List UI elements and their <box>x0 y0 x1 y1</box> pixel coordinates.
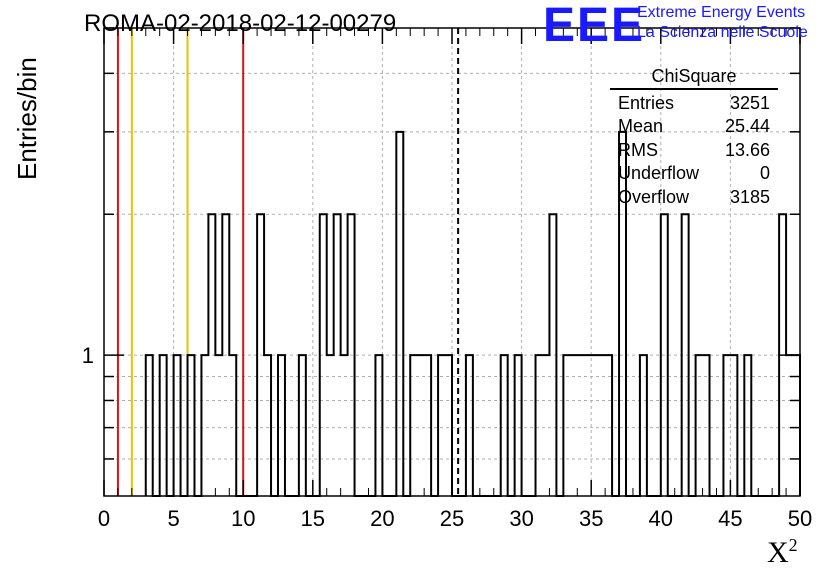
histogram-bin <box>174 355 181 496</box>
histogram-bin <box>146 355 153 496</box>
stats-value: 3251 <box>729 93 770 113</box>
histogram-bin <box>201 355 208 496</box>
histogram-bin <box>160 355 167 496</box>
stats-title: ChiSquare <box>610 66 778 90</box>
x-tick-label: 15 <box>301 506 325 531</box>
histogram-bin <box>466 355 473 496</box>
stats-label: Underflow <box>618 163 700 184</box>
stats-row-entries: Entries 3251 <box>610 92 778 115</box>
histogram-bin <box>278 355 285 496</box>
stats-label: Overflow <box>618 186 690 207</box>
axis-ticks <box>103 27 801 496</box>
histogram-bin <box>661 214 668 496</box>
stats-label: Mean <box>618 116 664 137</box>
stats-value: 13.66 <box>724 139 770 160</box>
histogram-bin <box>438 355 445 496</box>
stats-row-overflow: Overflow 3185 <box>610 186 778 209</box>
histogram-bin <box>348 214 355 496</box>
histogram-bin <box>341 355 348 496</box>
histogram-bin <box>591 355 598 496</box>
y-tick-label: 1 <box>82 343 94 368</box>
histogram-bin <box>299 355 306 496</box>
x-tick-label: 10 <box>231 506 255 531</box>
histogram-bin <box>549 214 556 496</box>
reference-lines <box>116 28 460 496</box>
stats-value: 25.44 <box>724 116 770 137</box>
x-axis-label: X2 <box>767 535 798 570</box>
histogram-bin <box>570 355 577 496</box>
stats-row-underflow: Underflow 0 <box>610 162 778 185</box>
histogram-bin <box>703 355 710 496</box>
stats-value: 0 <box>759 163 770 184</box>
histogram-bin <box>577 355 584 496</box>
x-tick-label: 45 <box>718 506 742 531</box>
stats-row-mean: Mean 25.44 <box>610 115 778 138</box>
x-axis-label-base: X <box>767 536 789 569</box>
histogram-bin <box>501 355 508 496</box>
histogram-bin <box>723 355 730 496</box>
histogram-bin <box>410 355 417 496</box>
stats-box: ChiSquare Entries 3251 Mean 25.44 RMS 13… <box>610 66 778 209</box>
histogram-bin <box>640 355 647 496</box>
histogram-bin <box>563 355 570 496</box>
histogram-bin <box>730 355 737 496</box>
histogram-bin <box>417 355 424 496</box>
histogram-bin <box>208 214 215 496</box>
histogram-outline <box>144 130 801 497</box>
histogram-bin <box>222 214 229 496</box>
histogram-bin <box>257 214 264 496</box>
stats-value: 3185 <box>729 186 770 207</box>
x-tick-label: 20 <box>370 506 394 531</box>
histogram-bin <box>584 355 591 496</box>
histogram-bin <box>396 132 403 496</box>
histogram-bin <box>598 355 605 496</box>
stats-label: RMS <box>618 139 658 160</box>
x-tick-label: 0 <box>98 506 110 531</box>
histogram-bin <box>334 214 341 496</box>
histogram-bin <box>536 355 543 496</box>
histogram-bin <box>375 355 382 496</box>
x-tick-label: 35 <box>579 506 603 531</box>
histogram-bin <box>188 355 195 496</box>
eee-logo: EEE <box>543 0 646 52</box>
histogram-bin <box>542 355 549 496</box>
logo-line-1: Extreme Energy Events <box>637 4 806 21</box>
y-axis-label: Entries/bin <box>12 57 42 180</box>
histogram-bin <box>696 355 703 496</box>
chart-title: ROMA-02-2018-02-12-00279 <box>84 10 397 37</box>
stats-row-rms: RMS 13.66 <box>610 139 778 162</box>
histogram-bin <box>515 355 522 496</box>
histogram-bin <box>264 355 271 496</box>
histogram-bin <box>424 355 431 496</box>
histogram-bin <box>744 355 751 496</box>
histogram-bin <box>215 355 222 496</box>
x-tick-label: 40 <box>649 506 673 531</box>
logo-line-2: La Scienza nelle Scuole <box>637 24 808 41</box>
axis-tick-labels: 0 5 10 15 20 25 30 35 40 45 50 1 <box>82 343 812 531</box>
histogram-bin <box>682 214 689 496</box>
histogram-bin <box>320 214 327 496</box>
histogram-bin <box>445 355 452 496</box>
x-axis-label-exponent: 2 <box>788 535 798 555</box>
x-tick-label: 25 <box>440 506 464 531</box>
x-tick-label: 5 <box>167 506 179 531</box>
stats-label: Entries <box>618 93 675 113</box>
histogram-bin <box>327 355 334 496</box>
x-tick-label: 50 <box>788 506 812 531</box>
x-tick-label: 30 <box>509 506 533 531</box>
histogram-bin <box>605 355 612 496</box>
histogram-bin <box>229 355 236 496</box>
